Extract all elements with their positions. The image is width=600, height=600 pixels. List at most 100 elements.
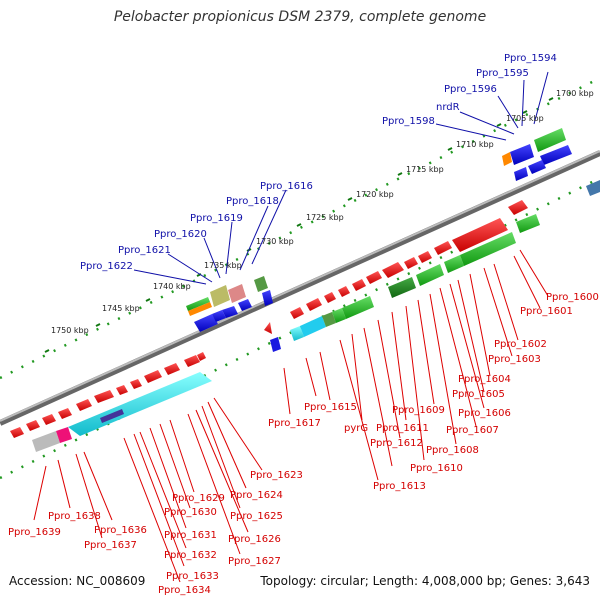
tick-label: 1700 kbp xyxy=(556,89,594,98)
gene-label: Ppro_1618 xyxy=(226,196,279,207)
gene-box xyxy=(56,427,72,443)
gene-label: Ppro_1619 xyxy=(190,213,243,224)
gene-label: nrdR xyxy=(436,102,460,113)
gene-arrow xyxy=(352,279,366,291)
gene-label: Ppro_1630 xyxy=(164,507,217,518)
gene-label: Ppro_1620 xyxy=(154,229,207,240)
gene-arrow xyxy=(144,370,162,383)
tick-label: 1750 kbp xyxy=(51,326,89,335)
gene-arrow xyxy=(324,292,336,303)
gene-arrow xyxy=(76,399,92,411)
gene-label: Ppro_1596 xyxy=(444,84,497,95)
gene-label: Ppro_1623 xyxy=(250,470,303,481)
gene-label: Ppro_1611 xyxy=(376,423,429,434)
tick-label: 1720 kbp xyxy=(356,190,394,199)
blue-leader-lines xyxy=(133,71,549,285)
gene-box xyxy=(300,316,326,337)
forward-genes xyxy=(10,200,528,438)
gene-label: Ppro_1600 xyxy=(546,292,599,303)
gene-label: Ppro_1637 xyxy=(84,540,137,551)
gene-label: Ppro_1622 xyxy=(80,261,133,272)
gene-arrow xyxy=(58,408,72,419)
gene-label: Ppro_1610 xyxy=(410,463,463,474)
gene-arrow xyxy=(434,241,452,255)
gene-box xyxy=(416,264,444,286)
gene-label: Ppro_1638 xyxy=(48,511,101,522)
tick-label: 1705 kbp xyxy=(506,114,544,123)
gene-label: Ppro_1631 xyxy=(164,530,217,541)
gene-label: Ppro_1604 xyxy=(458,374,511,385)
gene-label: Ppro_1634 xyxy=(158,585,211,596)
gene-arrow xyxy=(184,355,200,367)
gene-label: Ppro_1615 xyxy=(304,402,357,413)
gene-box xyxy=(516,214,540,233)
gene-box xyxy=(32,431,60,452)
gene-label: Ppro_1612 xyxy=(370,438,423,449)
gene-label: Ppro_1636 xyxy=(94,525,147,536)
gene-label: Ppro_1632 xyxy=(164,550,217,561)
gene-box xyxy=(290,326,304,341)
major-ticks xyxy=(44,97,554,353)
gene-arrow xyxy=(418,251,432,263)
gene-arrow xyxy=(26,420,40,431)
gene-arrow xyxy=(366,271,382,284)
gene-label: Ppro_1633 xyxy=(166,571,219,582)
gene-arrow xyxy=(306,298,322,311)
gene-box xyxy=(460,232,516,266)
blue-gene-labels: Ppro_1594 Ppro_1595 Ppro_1596 nrdR Ppro_… xyxy=(80,53,557,272)
gene-arrow xyxy=(452,218,508,252)
topology-text: Topology: circular; Length: 4,008,000 bp… xyxy=(260,574,590,588)
gene-arrow xyxy=(10,427,24,438)
gene-label: Ppro_1602 xyxy=(494,339,547,350)
gene-arrow xyxy=(264,322,272,334)
gene-label: Ppro_1621 xyxy=(118,245,171,256)
gene-label: Ppro_1629 xyxy=(172,493,225,504)
gene-label: Ppro_1595 xyxy=(476,68,529,79)
gene-box xyxy=(444,255,464,273)
gene-label: Ppro_1613 xyxy=(373,481,426,492)
accession-text: Accession: NC_008609 xyxy=(9,574,146,588)
gene-label: Ppro_1624 xyxy=(230,490,283,501)
gene-arrow xyxy=(42,414,56,425)
gene-arrow xyxy=(508,200,528,215)
gene-label: Ppro_1626 xyxy=(228,534,281,545)
tick-label: 1745 kbp xyxy=(102,304,140,313)
gene-label: Ppro_1598 xyxy=(382,116,435,127)
gene-arrow xyxy=(338,286,350,297)
reverse-features xyxy=(32,214,540,452)
gene-arrow xyxy=(382,262,404,278)
gene-arrow xyxy=(290,307,304,319)
gene-label: Ppro_1603 xyxy=(488,354,541,365)
gene-box xyxy=(322,312,336,327)
red-gene-labels: Ppro_1600 Ppro_1601 Ppro_1602 Ppro_1603 … xyxy=(8,292,599,596)
tick-labels: 1700 kbp 1705 kbp 1710 kbp 1715 kbp 1720… xyxy=(51,89,594,335)
gene-arrow xyxy=(130,379,142,389)
tick-label: 1710 kbp xyxy=(456,140,494,149)
tick-label: 1740 kbp xyxy=(153,282,191,291)
gene-box xyxy=(388,277,416,298)
gene-box xyxy=(100,409,124,423)
gene-arrow xyxy=(116,385,128,395)
gene-label: Ppro_1616 xyxy=(260,181,313,192)
gene-label: Ppro_1625 xyxy=(230,511,283,522)
tick-label: 1735 kbp xyxy=(204,261,242,270)
outer-features xyxy=(186,128,600,332)
tick-label: 1725 kbp xyxy=(306,213,344,222)
gene-label: Ppro_1639 xyxy=(8,527,61,538)
gene-arrow xyxy=(94,390,114,403)
gene-label: Ppro_1594 xyxy=(504,53,557,64)
gene-arrow xyxy=(404,257,418,269)
gene-label: Ppro_1609 xyxy=(392,405,445,416)
gene-box xyxy=(342,296,374,319)
tick-label: 1730 kbp xyxy=(256,237,294,246)
gene-label: Ppro_1617 xyxy=(268,418,321,429)
page-title: Pelobacter propionicus DSM 2379, complet… xyxy=(113,9,487,25)
gene-label: pyrG xyxy=(344,423,368,434)
gene-label: Ppro_1607 xyxy=(446,425,499,436)
genome-backbone xyxy=(0,150,600,426)
gene-label: Ppro_1601 xyxy=(520,306,573,317)
gene-box xyxy=(332,308,346,323)
gene-label: Ppro_1608 xyxy=(426,445,479,456)
